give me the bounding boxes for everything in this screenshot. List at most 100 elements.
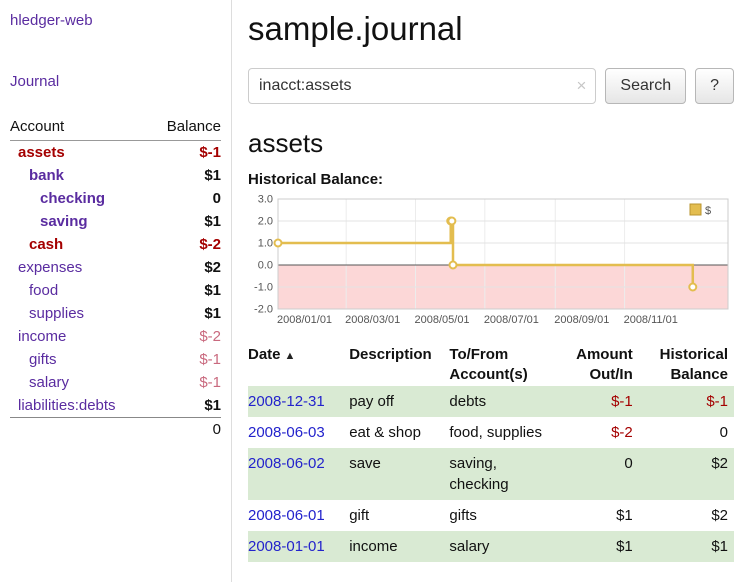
- account-link-expenses[interactable]: expenses: [18, 259, 83, 276]
- search-input[interactable]: [248, 68, 597, 104]
- register-row: 2008-01-01 income salary $1 $1: [248, 531, 734, 562]
- register-header-balance: Historical Balance: [639, 341, 734, 386]
- search-row: × Search ?: [248, 68, 734, 104]
- register-row: 2008-06-01 gift gifts $1 $2: [248, 500, 734, 531]
- register-cell-amount: $1: [616, 507, 633, 524]
- register-cell-accounts: gifts: [449, 507, 477, 524]
- header-amount-line2: Out/In: [589, 365, 633, 383]
- header-accounts-line2: Account(s): [449, 365, 528, 383]
- account-link-checking[interactable]: checking: [40, 190, 106, 207]
- account-link-salary[interactable]: salary: [29, 374, 70, 391]
- register-cell-description: save: [349, 455, 381, 472]
- register-header-row: Date ▲ Description To/From Account(s) Amo…: [248, 341, 734, 386]
- register-cell-amount: $-1: [611, 393, 633, 410]
- register-row: 2008-06-02 save saving, checking 0 $2: [248, 448, 734, 500]
- svg-text:3.0: 3.0: [258, 194, 273, 206]
- clear-search-icon[interactable]: ×: [576, 76, 587, 96]
- svg-text:$: $: [705, 205, 711, 217]
- transaction-date-link[interactable]: 2008-12-31: [248, 393, 325, 410]
- svg-text:2008/11/01: 2008/11/01: [624, 314, 678, 326]
- journal-nav-link[interactable]: Journal: [10, 73, 60, 90]
- account-balance: $1: [204, 167, 221, 184]
- account-row: checking 0: [10, 187, 221, 210]
- account-balance: $-1: [199, 351, 221, 368]
- app-title-link[interactable]: hledger-web: [10, 12, 93, 29]
- account-row: supplies $1: [10, 302, 221, 325]
- transaction-date-link[interactable]: 2008-06-01: [248, 507, 325, 524]
- register-cell-description: gift: [349, 507, 370, 524]
- svg-text:2008/03/01: 2008/03/01: [345, 314, 400, 326]
- accounts-header-balance: Balance: [166, 118, 221, 135]
- account-link-income[interactable]: income: [18, 328, 67, 345]
- historical-balance-chart: 2008/01/01 2008/03/01 2008/05/01 2008/07/01…: [254, 194, 729, 326]
- account-heading: assets: [248, 128, 324, 158]
- account-row: gifts $-1: [10, 348, 221, 371]
- register-row: 2008-12-31 pay off debts $-1 $-1: [248, 386, 734, 417]
- transaction-date-link[interactable]: 2008-06-02: [248, 455, 325, 472]
- account-link-saving[interactable]: saving: [40, 213, 88, 230]
- accounts-rows: assets $-1 bank $1 checking 0 saving $1 cash $-2 e…: [10, 141, 221, 417]
- register-header-amount: Amount Out/In: [556, 341, 639, 386]
- svg-text:2008/07/01: 2008/07/01: [484, 314, 539, 326]
- accounts-table: Account Balance assets $-1 bank $1 checking 0…: [10, 116, 221, 441]
- register-cell-date: 2008-12-31: [248, 386, 343, 417]
- transaction-date-link[interactable]: 2008-01-01: [248, 538, 325, 555]
- register-cell-accounts: food, supplies: [449, 424, 542, 441]
- account-link-gifts[interactable]: gifts: [29, 351, 57, 368]
- account-balance: $1: [204, 305, 221, 322]
- register-cell-date: 2008-06-01: [248, 500, 343, 531]
- account-row: cash $-2: [10, 233, 221, 256]
- accounts-header-account: Account: [10, 118, 65, 135]
- account-balance: $-1: [199, 374, 221, 391]
- register-header-date[interactable]: Date ▲: [248, 341, 343, 386]
- svg-text:2.0: 2.0: [258, 216, 273, 228]
- register-cell-accounts: saving, checking: [449, 455, 509, 493]
- account-row: expenses $2: [10, 256, 221, 279]
- account-link-food[interactable]: food: [29, 282, 59, 299]
- register-table: Date ▲ Description To/From Account(s) Amo…: [248, 341, 734, 562]
- account-link-cash[interactable]: cash: [29, 236, 64, 253]
- register-cell-amount: 0: [624, 455, 633, 472]
- register-cell-date: 2008-06-03: [248, 417, 343, 448]
- register-cell-balance: $-1: [706, 393, 728, 410]
- account-link-supplies[interactable]: supplies: [29, 305, 85, 322]
- register-header-description: Description: [343, 341, 443, 386]
- account-balance: $1: [204, 282, 221, 299]
- accounts-total-row: 0: [10, 417, 221, 441]
- transaction-date-link[interactable]: 2008-06-03: [248, 424, 325, 441]
- search-button[interactable]: Search: [605, 68, 687, 104]
- header-balance-line2: Balance: [670, 365, 728, 383]
- account-row: assets $-1: [10, 141, 221, 164]
- help-button[interactable]: ?: [695, 68, 734, 104]
- chart-title: Historical Balance:: [248, 171, 384, 188]
- account-balance: $1: [204, 397, 221, 414]
- account-balance: $-2: [199, 328, 221, 345]
- account-row: liabilities:debts $1: [10, 394, 221, 417]
- header-date-label: Date: [248, 346, 281, 363]
- page-title: sample.journal: [248, 10, 463, 47]
- register-cell-balance: 0: [719, 424, 728, 441]
- accounts-table-header: Account Balance: [10, 116, 221, 141]
- register-cell-description: income: [349, 538, 398, 555]
- svg-text:-1.0: -1.0: [254, 282, 273, 294]
- svg-text:0.0: 0.0: [258, 260, 273, 272]
- account-balance: $2: [204, 259, 221, 276]
- account-balance: $-1: [199, 144, 221, 161]
- register-cell-amount: $-2: [611, 424, 633, 441]
- register-body: 2008-12-31 pay off debts $-1 $-1 2008-06-03 ea…: [248, 386, 734, 562]
- account-balance: $1: [204, 213, 221, 230]
- svg-text:1.0: 1.0: [258, 238, 273, 250]
- account-link-bank[interactable]: bank: [29, 167, 65, 184]
- account-link-assets[interactable]: assets: [18, 144, 65, 161]
- account-link-liabilities-debts[interactable]: liabilities:debts: [18, 397, 116, 414]
- account-row: food $1: [10, 279, 221, 302]
- register-cell-balance: $2: [711, 507, 728, 524]
- account-row: income $-2: [10, 325, 221, 348]
- account-row: saving $1: [10, 210, 221, 233]
- register-row: 2008-06-03 eat & shop food, supplies $-2 0: [248, 417, 734, 448]
- svg-text:2008/05/01: 2008/05/01: [415, 314, 470, 326]
- account-row: bank $1: [10, 164, 221, 187]
- register-cell-amount: $1: [616, 538, 633, 555]
- account-balance: $-2: [199, 236, 221, 253]
- register-cell-description: pay off: [349, 393, 394, 410]
